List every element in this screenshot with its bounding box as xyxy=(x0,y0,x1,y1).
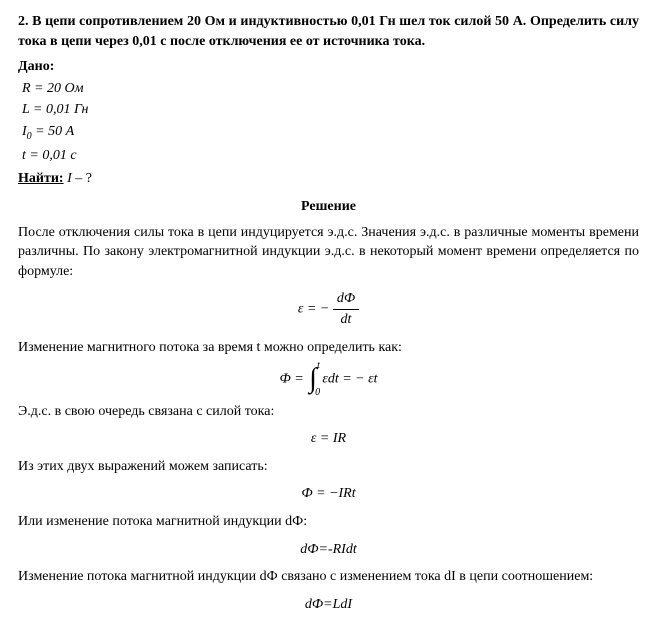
given-line-L: L = 0,01 Гн xyxy=(22,100,639,120)
solution-para6: Изменение потока магнитной индукции dФ с… xyxy=(18,567,639,587)
given-eq: = xyxy=(35,124,44,139)
formula-emf: ε = − dФ dt xyxy=(18,289,639,329)
formula-flux-integral: Ф = t ∫ 0 εdt = − εt xyxy=(18,365,639,394)
solution-para2: Изменение магнитного потока за время t м… xyxy=(18,338,639,358)
integral: t ∫ 0 xyxy=(309,365,317,394)
given-eq: = xyxy=(34,81,43,96)
formula-right: = − εt xyxy=(342,372,377,387)
find-line: Найти: I – ? xyxy=(18,169,639,189)
given-var: t xyxy=(22,148,26,163)
formula-left: Ф = xyxy=(279,372,303,387)
given-val: 20 xyxy=(47,81,61,96)
given-eq: = xyxy=(29,148,38,163)
numerator: dФ xyxy=(333,289,359,310)
solution-para5: Или изменение потока магнитной индукции … xyxy=(18,512,639,532)
given-line-I0: I0 = 50 А xyxy=(22,122,639,144)
given-var: L xyxy=(22,102,30,117)
formula-left: ε = − xyxy=(298,302,329,317)
denominator: dt xyxy=(333,310,359,330)
problem-text: В цепи сопротивлением 20 Ом и индуктивно… xyxy=(18,14,639,49)
given-line-t: t = 0,01 с xyxy=(22,146,639,166)
solution-para1: После отключения силы тока в цепи индуци… xyxy=(18,223,639,282)
given-val: 0,01 xyxy=(46,102,71,117)
given-val: 0,01 xyxy=(42,148,67,163)
find-suffix: – ? xyxy=(72,171,92,186)
integrand: εdt xyxy=(322,372,338,387)
given-val: 50 xyxy=(48,124,62,139)
problem-number: 2. xyxy=(18,14,29,29)
formula-emf-ir: ε = IR xyxy=(18,429,639,449)
given-unit: с xyxy=(70,148,76,163)
given-sub: 0 xyxy=(27,131,32,142)
fraction: dФ dt xyxy=(333,289,359,329)
given-var: R xyxy=(22,81,31,96)
solution-para4: Из этих двух выражений можем записать: xyxy=(18,457,639,477)
given-unit: Гн xyxy=(74,102,89,117)
formula-dphi-ridt: dФ=-RIdt xyxy=(18,540,639,560)
formula-dphi-ldi: dФ=LdI xyxy=(18,595,639,615)
given-unit: А xyxy=(66,124,75,139)
formula-flux-irt: Ф = −IRt xyxy=(18,484,639,504)
problem-statement: 2. В цепи сопротивлением 20 Ом и индукти… xyxy=(18,12,639,51)
solution-para3: Э.д.с. в свою очередь связана с силой то… xyxy=(18,402,639,422)
integral-lower: 0 xyxy=(315,386,320,400)
given-line-R: R = 20 Ом xyxy=(22,79,639,99)
given-unit: Ом xyxy=(65,81,84,96)
given-eq: = xyxy=(33,102,42,117)
integral-upper: t xyxy=(317,359,320,373)
find-label: Найти: xyxy=(18,171,64,186)
given-label: Дано: xyxy=(18,57,639,77)
solution-title: Решение xyxy=(18,197,639,217)
